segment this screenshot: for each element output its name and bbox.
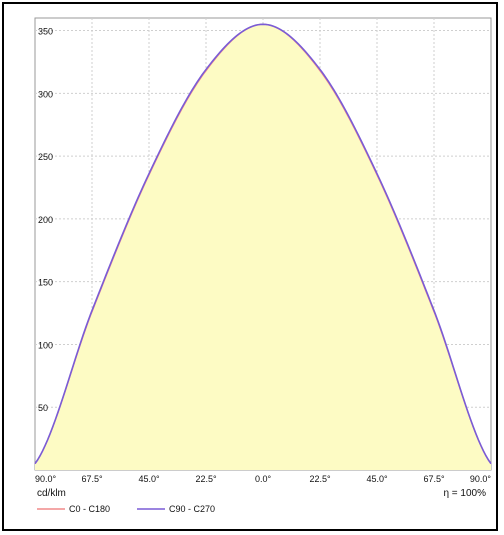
y-tick-label: 100: [38, 340, 53, 350]
legend-label-c0-c180: C0 - C180: [69, 504, 110, 514]
x-tick-label: 90.0°: [470, 474, 492, 484]
x-tick-label: 22.5°: [195, 474, 217, 484]
x-tick-label: 22.5°: [309, 474, 331, 484]
x-tick-label: 90.0°: [35, 474, 57, 484]
y-tick-label: 300: [38, 89, 53, 99]
y-tick-label: 350: [38, 27, 53, 37]
y-tick-label: 50: [38, 403, 48, 413]
x-tick-label: 45.0°: [366, 474, 388, 484]
series-line-c90-c270: [34, 23, 492, 465]
x-axis-ticks: 90.0° 67.5° 45.0° 22.5° 0.0° 22.5° 45.0° 67.5° 9…: [35, 474, 491, 484]
unit-label: cd/klm: [37, 488, 66, 499]
x-tick-label: 0.0°: [255, 474, 272, 484]
efficiency-label: η = 100%: [443, 488, 486, 499]
area-fill: [35, 24, 491, 471]
y-tick-label: 200: [38, 215, 53, 225]
x-tick-label: 67.5°: [81, 474, 103, 484]
y-tick-label: 150: [38, 278, 53, 288]
y-tick-label: 250: [38, 152, 53, 162]
legend: C0 - C180 C90 - C270: [37, 504, 215, 514]
y-axis-ticks: 50 100 150 200 250 300 350: [38, 27, 53, 414]
x-tick-label: 67.5°: [423, 474, 445, 484]
series-layer: [34, 23, 492, 465]
x-tick-label: 45.0°: [138, 474, 160, 484]
legend-label-c90-c270: C90 - C270: [169, 504, 215, 514]
